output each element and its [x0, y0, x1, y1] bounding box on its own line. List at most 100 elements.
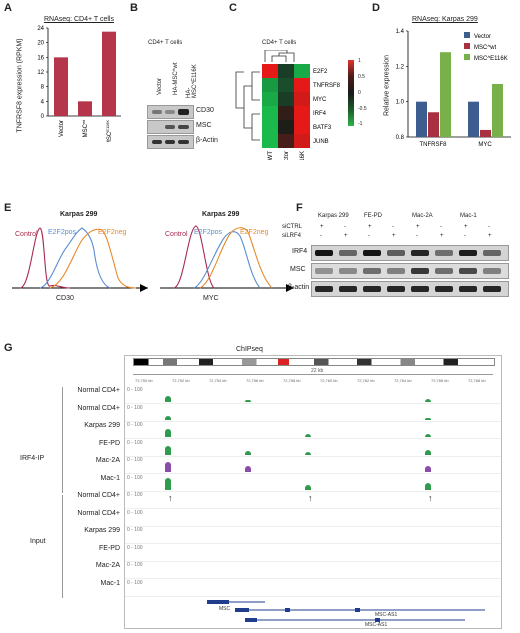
track-row: 0 - 100: [125, 544, 501, 562]
track-row: 0 - 100: [125, 456, 501, 474]
panel-d-letter: D: [372, 2, 380, 14]
blot-band: [363, 250, 381, 256]
row-label-msc: MSC: [290, 266, 306, 273]
blot-band: [339, 268, 357, 274]
track-label: Karpas 299: [84, 422, 120, 429]
bar: [54, 57, 68, 116]
y-tick-label: 0: [41, 114, 45, 120]
panel-a-chart: 0 4 8 12 16 20 24 Vector MSCwt MSCE116K: [37, 26, 121, 142]
track-range: 0 - 100: [127, 457, 143, 463]
column-label: E116K: [300, 151, 306, 160]
panel-d-title: RNAseq: Karpas 299: [412, 16, 478, 23]
scale-label: 1: [358, 58, 361, 64]
coordinate-label: 72,768 kb: [468, 378, 486, 383]
bracket-input: [62, 495, 63, 598]
blot-band: [387, 286, 405, 292]
blot-band: [411, 268, 429, 274]
row-label-cd30: CD30: [196, 107, 214, 114]
track-label: Karpas 299: [84, 527, 120, 534]
coordinate-label: 72,754 kb: [209, 378, 227, 383]
legend-swatch: [464, 32, 470, 38]
group-label-input: Input: [30, 538, 46, 545]
track-label: Mac-1: [100, 579, 120, 587]
coordinate-label: 72,752 kb: [172, 378, 190, 383]
curve-label-e2f2pos: E2F2pos: [194, 229, 223, 236]
sign-sictrl: -: [488, 224, 490, 230]
track-range: 0 - 100: [127, 544, 143, 551]
sign-sictrl: -: [440, 224, 442, 230]
sign-silrf4: -: [464, 233, 466, 239]
bar: [428, 112, 439, 137]
sign-sictrl: -: [392, 224, 394, 230]
blot-band: [339, 286, 357, 292]
panel-a-title: RNAseq: CD4+ T cells: [44, 16, 114, 23]
chip-peak: [425, 466, 431, 472]
panel-g-title: ChIPseq: [236, 346, 263, 353]
y-tick-label: 8: [41, 85, 45, 91]
row-label-actin: β-actin: [288, 284, 310, 291]
heatmap-cell: [262, 134, 278, 148]
chip-peak: [165, 429, 171, 437]
column-label: Vector: [284, 151, 290, 160]
blot-band: [363, 286, 381, 292]
track-range: 0 - 100: [127, 527, 143, 533]
track-range: 0 - 100: [127, 422, 143, 428]
blot-actin: [147, 135, 194, 149]
lane-label: Vector: [157, 77, 163, 95]
legend-swatch: [464, 54, 470, 60]
panel-e-xlabel2: MYC: [203, 295, 219, 302]
blot-band: [459, 286, 477, 292]
panel-c-title: CD4+ T cells: [262, 40, 297, 46]
blot-band: [339, 250, 357, 256]
track-label: Normal CD4+: [77, 492, 120, 499]
panel-e-xlabel1: CD30: [56, 295, 74, 302]
y-tick-label: 1.2: [396, 64, 405, 70]
panel-d-chart: 0.8 1.0 1.2 1.4 TNFRSF8 MYC Vector MSC^wt MSC^…: [396, 29, 511, 148]
sign-sictrl: +: [416, 224, 420, 230]
heatmap-cell: [278, 120, 294, 134]
row-label-actin: β-Actin: [196, 137, 218, 144]
track-row: 0 - 100: [125, 579, 501, 597]
blot-band: [387, 250, 405, 256]
track-range: 0 - 100: [127, 562, 143, 568]
bar: [492, 84, 503, 137]
panel-e-plot2-title: Karpas 299: [202, 211, 240, 218]
panel-e-letter: E: [4, 202, 12, 214]
sign-silrf4: +: [488, 233, 492, 239]
scale-label: -0.5: [358, 106, 367, 112]
bracket-irf4: [62, 387, 63, 493]
track-range: 0 - 100: [127, 439, 143, 446]
coordinate-label: 72,764 kb: [394, 378, 412, 383]
sign-sictrl: +: [320, 224, 324, 230]
genome-browser: 22 kb 72,750 kb 72,752 kb 72,754 kb 72,756 …: [124, 355, 502, 629]
panel-g-letter: G: [4, 342, 13, 354]
track-label: Mac-1: [100, 474, 120, 482]
track-label: FE-PD: [99, 439, 120, 447]
track-row: 0 - 100: [125, 386, 501, 404]
track-label: Normal CD4+: [77, 387, 120, 394]
chip-peak: [165, 477, 171, 490]
gene-label: IRF4: [313, 111, 327, 117]
cell-line-label: Mac-2A: [412, 213, 433, 219]
lane-label: HA-MSC^E116K: [186, 64, 198, 98]
track-label: FE-PD: [99, 544, 120, 552]
curve-label-control: Control: [15, 231, 38, 238]
row-label-silrf4: siLRF4: [282, 233, 302, 239]
gene-annotation: [207, 600, 485, 622]
heatmap-cell: [262, 64, 278, 78]
heatmap-cell: [294, 64, 310, 78]
chip-peak: [245, 466, 251, 472]
chip-peak: [245, 400, 251, 402]
x-tick-label: MSCwt: [81, 119, 89, 137]
heatmap-cell: [278, 92, 294, 106]
track-label: Mac-2A: [95, 562, 120, 569]
blot-band: [387, 268, 405, 274]
chip-peak: [425, 449, 431, 455]
blot-band: [483, 268, 501, 274]
heatmap-cell: [294, 120, 310, 134]
sign-sictrl: -: [344, 224, 346, 230]
x-tick-label: TNFRSF8: [420, 142, 448, 148]
heatmap-cell: [262, 120, 278, 134]
y-tick-label: 4: [41, 99, 45, 105]
chip-peak: [165, 462, 171, 472]
